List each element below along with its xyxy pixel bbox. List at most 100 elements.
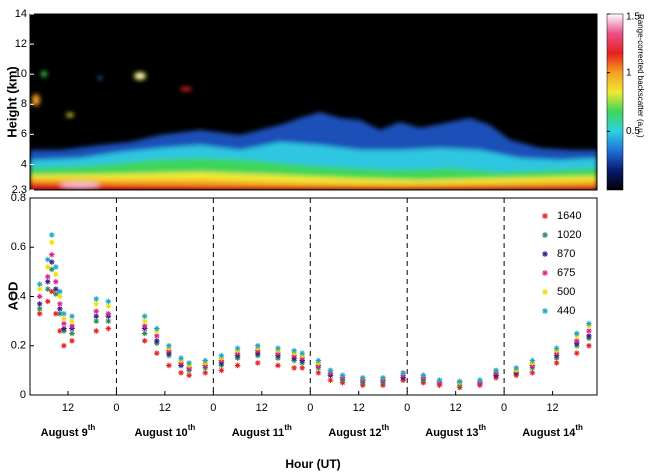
data-point — [69, 323, 75, 329]
data-point — [141, 330, 148, 337]
backscatter-image — [30, 14, 597, 190]
data-point — [105, 303, 112, 310]
data-point — [456, 378, 463, 385]
data-point — [493, 367, 499, 374]
data-point — [36, 301, 43, 307]
x-tick-label: 12 — [353, 402, 365, 414]
top-frame — [29, 13, 598, 191]
data-point — [57, 328, 63, 334]
bottom-frame — [29, 197, 598, 396]
data-point — [69, 313, 75, 319]
y-tick-label: 0.4 — [11, 290, 26, 302]
data-point — [154, 333, 160, 339]
day-label-suffix: th — [478, 423, 486, 432]
data-point — [49, 251, 55, 258]
colorbar-tick-label: 1.5 — [626, 12, 640, 23]
day-label-suffix: th — [284, 423, 292, 432]
data-point — [53, 271, 59, 278]
data-point — [553, 360, 560, 366]
data-point — [586, 333, 592, 339]
colorbar-tick-label: 1 — [626, 67, 632, 78]
x-tick-label: 0 — [113, 402, 119, 414]
data-point — [477, 377, 483, 384]
y-axis-label: Height (km) — [4, 66, 19, 138]
data-point — [513, 365, 520, 371]
y-tick-label: 2.3 — [12, 184, 27, 196]
data-point — [61, 342, 67, 349]
data-point — [105, 318, 112, 324]
data-point — [574, 330, 580, 337]
data-point — [93, 318, 100, 324]
data-point — [69, 318, 75, 324]
data-point — [315, 370, 322, 376]
data-point — [49, 266, 55, 273]
data-point — [93, 308, 100, 315]
data-point — [141, 338, 148, 344]
data-point — [49, 259, 55, 265]
data-point — [202, 357, 209, 364]
data-point — [69, 330, 75, 337]
y-tick-label: 0.2 — [11, 340, 26, 352]
legend-label: 1020 — [557, 229, 581, 241]
data-point — [553, 345, 560, 352]
data-point — [44, 278, 51, 285]
data-point — [36, 306, 43, 312]
data-point — [141, 313, 148, 319]
data-point — [49, 288, 55, 295]
data-point — [105, 298, 112, 305]
day-label: August 12th — [328, 423, 389, 439]
data-point — [141, 318, 148, 324]
data-point — [44, 274, 51, 280]
data-point — [234, 362, 241, 369]
legend-marker — [542, 289, 548, 295]
data-point — [36, 293, 43, 300]
y-tick-label: 0.6 — [11, 241, 26, 253]
legend-label: 870 — [557, 248, 575, 260]
data-point — [380, 374, 386, 381]
legend-marker — [542, 251, 548, 257]
data-point — [586, 342, 592, 349]
data-point — [36, 286, 43, 292]
data-point — [420, 372, 427, 379]
y-tick-label: 10 — [15, 68, 27, 80]
data-point — [57, 288, 63, 295]
data-point — [105, 325, 112, 332]
day-label-text: August 12 — [328, 427, 381, 439]
y-tick-label: 8 — [21, 98, 27, 110]
data-point — [61, 325, 67, 332]
data-point — [141, 323, 148, 329]
day-label: August 11th — [232, 423, 292, 439]
data-point — [49, 239, 55, 246]
data-point — [93, 328, 100, 334]
x-tick-label: 12 — [159, 402, 171, 414]
legend-marker — [542, 270, 548, 276]
day-label-text: August 14 — [522, 427, 576, 439]
data-point — [105, 310, 112, 317]
y-tick-label: 14 — [15, 8, 27, 20]
data-point — [61, 320, 67, 327]
data-point — [359, 374, 366, 381]
x-axis-label: Hour (UT) — [285, 457, 340, 471]
data-point — [53, 278, 59, 285]
day-label: August 9th — [41, 423, 96, 439]
data-point — [202, 370, 209, 376]
data-point — [218, 352, 225, 359]
data-point — [61, 315, 67, 322]
colorbar-tick-label: 0.5 — [626, 126, 640, 137]
data-point — [44, 256, 51, 263]
data-point — [529, 357, 536, 364]
x-tick-label: 12 — [546, 402, 558, 414]
data-point — [574, 350, 580, 356]
data-point — [53, 286, 59, 292]
data-point — [93, 313, 100, 319]
data-point — [254, 360, 261, 366]
day-label: August 13th — [425, 423, 486, 439]
data-point — [166, 362, 172, 369]
data-point — [154, 338, 160, 344]
data-point — [436, 377, 443, 384]
day-label-text: August 10 — [135, 427, 188, 439]
y-tick-label: 12 — [15, 38, 27, 50]
day-label-text: August 13 — [425, 427, 478, 439]
legend-marker — [542, 232, 548, 238]
